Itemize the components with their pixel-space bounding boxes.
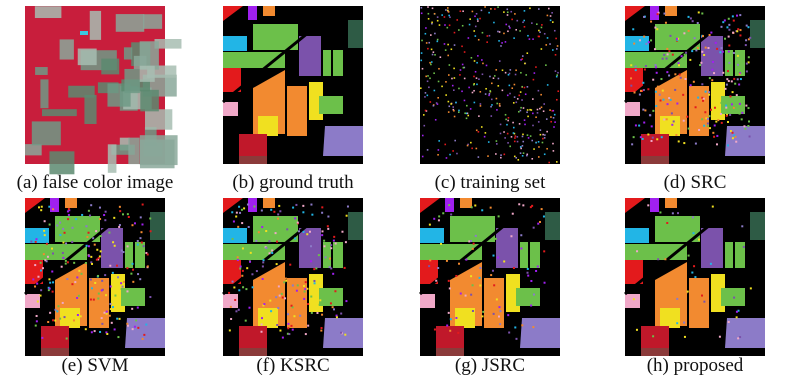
caption: (f) KSRC (256, 355, 329, 376)
image-panel (25, 6, 181, 174)
caption: (h) proposed (647, 355, 744, 376)
image-panel (420, 198, 560, 356)
caption: (c) training set (435, 172, 547, 193)
figure: (a) false color image (b) ground truth (c)… (0, 0, 799, 379)
image-panel (625, 198, 765, 356)
image-panel (625, 6, 765, 164)
image-panel (420, 6, 560, 164)
caption: (b) ground truth (232, 172, 354, 193)
image-panel (223, 198, 363, 356)
caption: (g) JSRC (455, 355, 525, 376)
image-panel (223, 6, 363, 164)
caption: (d) SRC (664, 172, 727, 193)
caption: (a) false color image (17, 172, 174, 193)
image-panel (25, 198, 165, 356)
panels: (a) false color image (b) ground truth (c)… (17, 6, 765, 376)
caption: (e) SVM (61, 355, 128, 376)
